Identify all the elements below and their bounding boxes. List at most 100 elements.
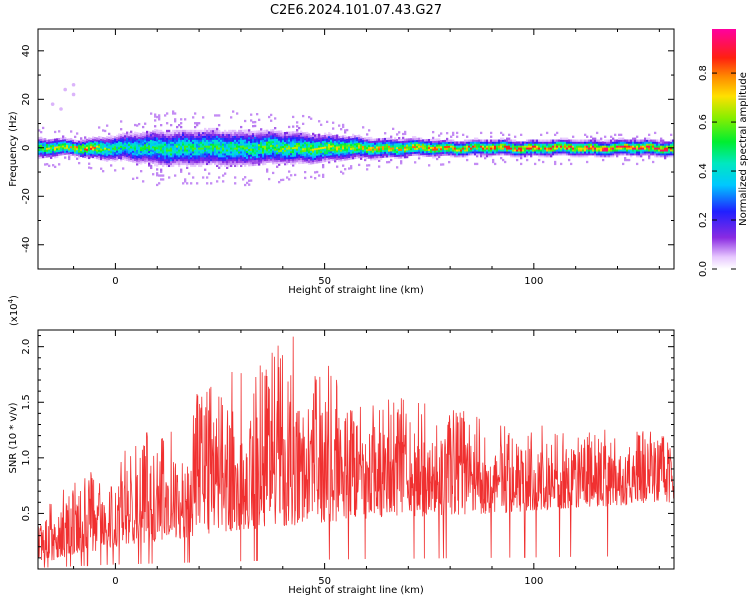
heatmap-cell xyxy=(246,137,249,140)
heatmap-cell xyxy=(214,156,217,160)
heatmap-cell xyxy=(140,154,143,157)
heatmap-cell xyxy=(476,153,479,156)
heatmap-cell xyxy=(206,129,209,133)
heatmap-cell xyxy=(102,137,105,140)
heatmap-cell xyxy=(132,144,135,148)
heatmap-cell xyxy=(554,143,557,146)
heatmap-cell xyxy=(614,139,617,142)
heatmap-cell xyxy=(112,137,115,140)
heatmap-cell xyxy=(190,129,193,133)
heatmap-cell xyxy=(156,154,159,158)
heatmap-cell xyxy=(662,143,665,146)
heatmap-cell xyxy=(292,133,295,136)
heatmap-cell xyxy=(410,147,413,151)
heatmap-cell xyxy=(636,151,639,154)
heatmap-cell xyxy=(158,133,161,136)
heatmap-cell xyxy=(318,137,321,140)
heatmap-cell xyxy=(260,137,263,141)
heatmap-cell xyxy=(68,146,71,149)
heatmap-cell xyxy=(182,151,185,154)
heatmap-cell xyxy=(396,142,399,146)
heatmap-cell xyxy=(180,133,183,136)
heatmap-cell xyxy=(224,151,227,154)
heatmap-cell xyxy=(162,174,165,177)
heatmap-cell xyxy=(318,143,321,146)
heatmap-cell xyxy=(142,156,145,160)
heatmap-cell xyxy=(284,157,287,160)
heatmap-cell xyxy=(352,135,355,138)
heatmap-cell xyxy=(186,182,189,185)
heatmap-cell xyxy=(184,141,187,144)
heatmap-cell xyxy=(228,147,231,150)
heatmap-cell xyxy=(656,143,659,146)
heatmap-cell xyxy=(564,143,567,146)
heatmap-cell xyxy=(58,137,61,141)
heatmap-cell xyxy=(610,151,613,154)
heatmap-cell xyxy=(236,133,239,136)
heatmap-cell xyxy=(202,133,205,136)
heatmap-cell xyxy=(126,139,129,142)
heatmap-cell xyxy=(610,145,613,148)
heatmap-cell xyxy=(362,155,365,158)
heatmap-cell xyxy=(526,141,529,144)
heatmap-cell xyxy=(500,147,503,150)
heatmap-cell xyxy=(112,143,115,146)
heatmap-cell xyxy=(206,162,209,166)
heatmap-cell xyxy=(86,148,89,151)
heatmap-cell xyxy=(512,153,515,156)
heatmap-cell xyxy=(640,153,643,156)
heatmap-cell xyxy=(320,137,323,140)
heatmap-cell xyxy=(350,157,353,160)
heatmap-cell xyxy=(634,153,637,156)
heatmap-cell xyxy=(382,151,385,154)
heatmap-cell xyxy=(198,156,201,160)
heatmap-cell xyxy=(498,149,501,152)
heatmap-cell xyxy=(234,176,237,179)
heatmap-cell xyxy=(178,164,181,168)
heatmap-cell xyxy=(284,137,287,141)
heatmap-cell xyxy=(374,152,377,155)
heatmap-cell xyxy=(264,155,267,158)
heatmap-cell xyxy=(426,142,429,146)
heatmap-cell xyxy=(46,155,49,158)
heatmap-cell xyxy=(122,146,125,149)
heatmap-cell xyxy=(666,147,669,150)
heatmap-cell xyxy=(554,133,557,136)
heatmap-cell xyxy=(222,174,225,177)
heatmap-cell xyxy=(238,160,241,164)
heatmap-cell xyxy=(428,146,431,150)
heatmap-cell xyxy=(184,156,187,160)
heatmap-cell xyxy=(570,139,573,142)
heatmap-cell xyxy=(200,151,203,154)
heatmap-cell xyxy=(272,171,275,175)
heatmap-cell xyxy=(228,145,231,148)
heatmap-cell xyxy=(130,138,133,141)
heatmap-cell xyxy=(434,152,437,155)
heatmap-cell xyxy=(346,144,349,147)
heatmap-cell xyxy=(196,141,199,144)
heatmap-cell xyxy=(232,141,235,144)
heatmap-cell xyxy=(400,148,403,151)
heatmap-cell xyxy=(494,145,497,148)
heatmap-cell xyxy=(234,156,237,160)
heatmap-cell xyxy=(522,143,525,146)
heatmap-cell xyxy=(268,139,271,142)
heatmap-cell xyxy=(282,141,285,145)
heatmap-cell xyxy=(208,127,211,131)
heatmap-cell xyxy=(120,145,123,148)
heatmap-cell xyxy=(218,149,221,152)
heatmap-cell xyxy=(364,147,367,150)
heatmap-cell xyxy=(324,150,327,153)
heatmap-cell xyxy=(394,139,397,142)
heatmap-cell xyxy=(222,131,225,135)
heatmap-cell xyxy=(484,149,487,152)
heatmap-cell xyxy=(124,134,127,138)
heatmap-cell xyxy=(178,149,181,152)
spectrogram-xlabel: Height of straight line (km) xyxy=(288,285,424,296)
heatmap-cell xyxy=(452,131,455,135)
heatmap-cell xyxy=(254,157,257,161)
heatmap-cell xyxy=(136,145,139,149)
heatmap-cell xyxy=(128,139,131,143)
heatmap-cell xyxy=(132,152,135,155)
heatmap-cell xyxy=(198,129,201,133)
